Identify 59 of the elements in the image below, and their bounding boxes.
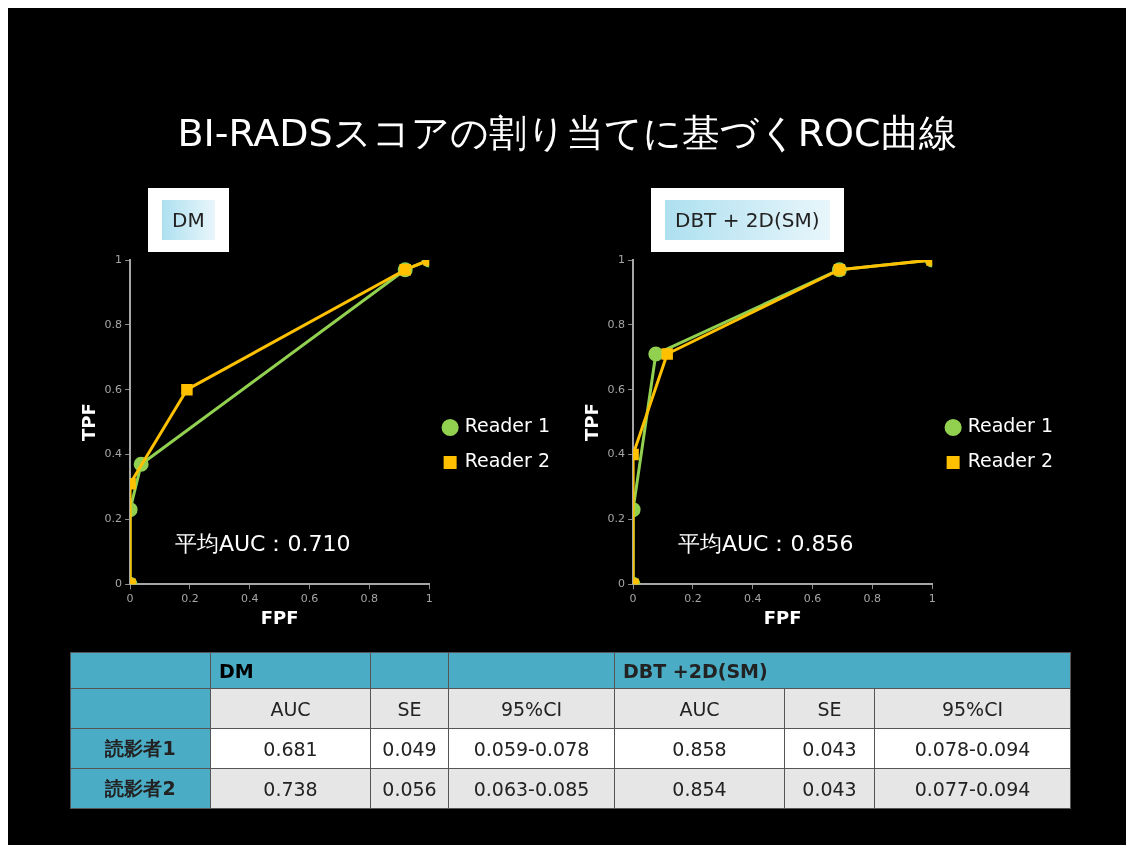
text: 0.043 <box>784 768 875 809</box>
y-tick-label: 0.4 <box>104 447 123 461</box>
y-tick-label: 0.4 <box>607 447 626 461</box>
text: DBT +2D(SM) <box>614 652 1071 689</box>
text: SE <box>784 688 875 729</box>
text: 0.077-0.094 <box>874 768 1071 809</box>
chart-subtitle: DBT + 2D(SM) <box>665 200 830 240</box>
annotation: 平均AUC：0.856 <box>677 531 854 557</box>
chart-subtitle: DM <box>162 200 215 240</box>
x-tick-label: 0.8 <box>863 591 882 605</box>
x-tick-label: 0.8 <box>360 591 379 605</box>
text: 0.078-0.094 <box>874 728 1071 769</box>
text: 95%CI <box>448 688 615 729</box>
text: 0.043 <box>784 728 875 769</box>
text: 95%CI <box>874 688 1071 729</box>
y-tick-label: 0 <box>618 577 626 591</box>
legend-label: Reader 1 <box>464 414 550 437</box>
text: AUC <box>210 688 371 729</box>
x-tick-label: 0.6 <box>803 591 822 605</box>
text: 0.056 <box>370 768 449 809</box>
text: DM <box>210 652 371 689</box>
y-axis-title: TPF <box>581 403 603 441</box>
text: AUC <box>614 688 785 729</box>
text: BI-RADSスコアの割り当てに基づくROC曲線 <box>176 110 958 157</box>
y-axis-title: TPF <box>78 403 100 441</box>
x-tick-label: 0 <box>629 591 637 605</box>
x-tick-label: 0.4 <box>240 591 259 605</box>
x-tick-label: 0 <box>126 591 134 605</box>
y-tick-label: 1 <box>618 252 626 266</box>
x-tick-label: 0.6 <box>300 591 319 605</box>
x-tick-label: 1 <box>425 591 433 605</box>
x-tick-label: 0.4 <box>743 591 762 605</box>
y-tick-label: 0.2 <box>104 512 123 526</box>
x-axis-title: FPF <box>260 606 299 628</box>
y-tick-label: 0.8 <box>104 317 123 331</box>
legend-label: Reader 2 <box>464 449 550 472</box>
text: SE <box>370 688 449 729</box>
y-tick-label: 0.8 <box>607 317 626 331</box>
y-tick-label: 0 <box>115 577 123 591</box>
text: 0.738 <box>210 768 371 809</box>
text: 読影者2 <box>70 768 211 809</box>
text: 0.049 <box>370 728 449 769</box>
text: 0.854 <box>614 768 785 809</box>
text: 0.059-0.078 <box>448 728 615 769</box>
x-axis-title: FPF <box>763 606 802 628</box>
y-tick-label: 0.2 <box>607 512 626 526</box>
text: 0.681 <box>210 728 371 769</box>
x-tick-label: 0.2 <box>181 591 199 605</box>
text: 0.858 <box>614 728 785 769</box>
legend-label: Reader 1 <box>967 414 1053 437</box>
annotation: 平均AUC：0.710 <box>174 531 351 557</box>
y-tick-label: 0.6 <box>607 382 626 396</box>
y-tick-label: 0.6 <box>104 382 123 396</box>
legend-label: Reader 2 <box>967 449 1053 472</box>
text: 0.063-0.085 <box>448 768 615 809</box>
y-tick-label: 1 <box>115 252 123 266</box>
x-tick-label: 0.2 <box>684 591 702 605</box>
x-tick-label: 1 <box>928 591 936 605</box>
text: 読影者1 <box>70 728 211 769</box>
